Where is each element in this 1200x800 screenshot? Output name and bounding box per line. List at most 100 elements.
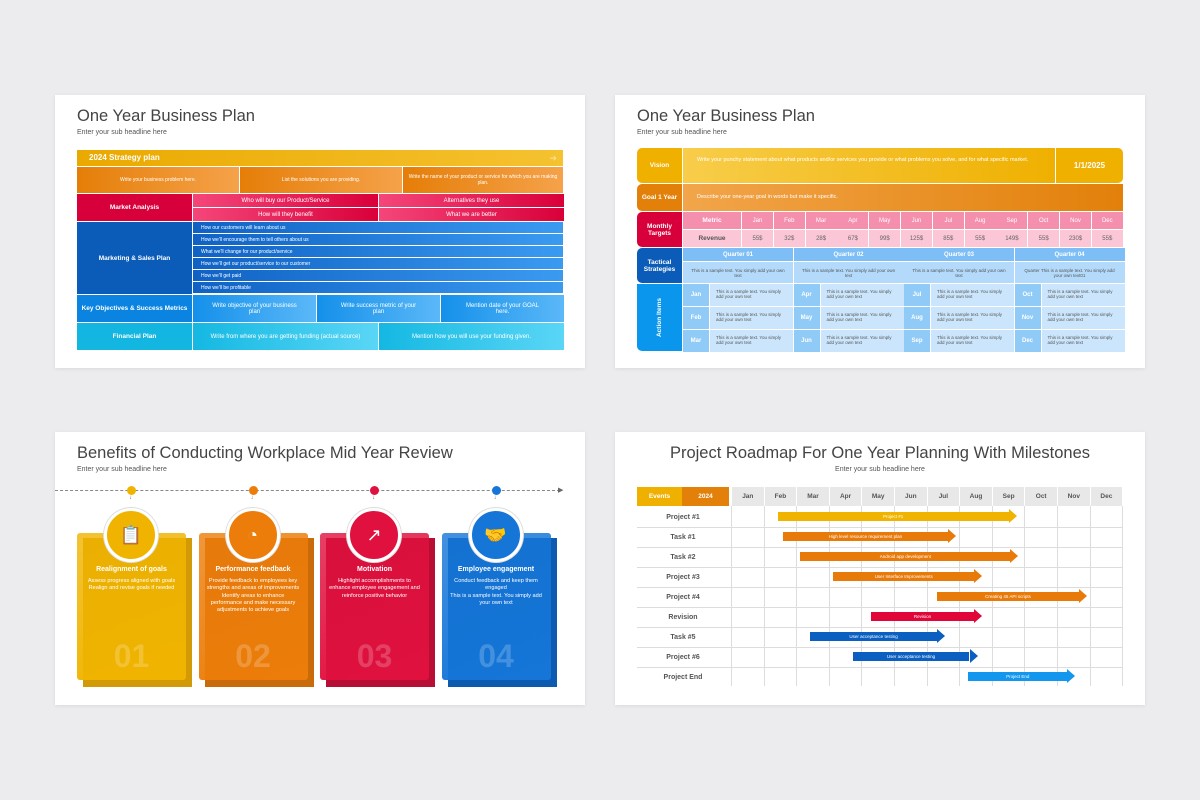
- revenue-label: Revenue: [683, 230, 741, 247]
- row-label: Project #6: [666, 653, 700, 661]
- timeline-dot: [491, 486, 501, 495]
- action-text: This is a sample text. You simply add yo…: [931, 307, 1014, 329]
- month-header: Dec: [1090, 487, 1124, 506]
- revenue-value: 55$: [742, 230, 773, 247]
- action-text: This is a sample text. You simply add yo…: [820, 284, 904, 306]
- action-text: This is a sample text. You simply add yo…: [710, 330, 793, 352]
- bar-arrowhead-icon: [974, 609, 983, 623]
- action-text: This is a sample text. You simply add yo…: [1041, 284, 1125, 306]
- problem-cell: Write your business problem here.: [77, 167, 239, 193]
- grid-column: [797, 506, 830, 686]
- action-text: This is a sample text. You simply add yo…: [710, 307, 793, 329]
- action-month: Dec: [1014, 330, 1041, 352]
- problem-cell: List the solutions you are providing.: [240, 167, 402, 193]
- grid-column: [895, 506, 928, 686]
- slide-subtitle: Enter your sub headline here: [77, 129, 167, 136]
- card-number: 01: [113, 638, 150, 674]
- quarter-text: This is a sample text. You simply add yo…: [683, 262, 793, 283]
- row-label: Revision: [668, 613, 698, 621]
- card-text: Conduct feedback and keep them engaged T…: [450, 578, 542, 606]
- gantt-bar[interactable]: Android app development: [800, 552, 1011, 561]
- marketing-item: What we'll change for our product/servic…: [193, 246, 563, 257]
- action-month: Nov: [1014, 307, 1041, 329]
- action-month: Aug: [904, 307, 930, 329]
- action-month: Jan: [683, 284, 709, 306]
- market-cell: What we are better: [379, 208, 564, 221]
- action-month: Feb: [683, 307, 709, 329]
- row-label: Task #1: [670, 533, 696, 541]
- month-header: Oct: [1025, 487, 1058, 506]
- revenue-value: 149$: [996, 230, 1028, 247]
- slide-project-roadmap[interactable]: Project Roadmap For One Year Planning Wi…: [615, 432, 1145, 705]
- market-cell: Who will buy our Product/Service: [193, 194, 378, 207]
- gantt-bar[interactable]: User Interface Improvements: [833, 572, 975, 581]
- gantt-bar[interactable]: Project End: [968, 672, 1068, 681]
- benefit-card[interactable]: Motivation Highlight accomplishments to e…: [320, 533, 429, 680]
- row-divider: [637, 627, 1123, 628]
- month-header: Nov: [1058, 487, 1091, 506]
- market-cell: Alternatives they use: [379, 194, 564, 207]
- action-items-text: Action Items: [655, 297, 663, 338]
- grid-column: [862, 506, 895, 686]
- month-header: Aug: [960, 487, 993, 506]
- gantt-bar[interactable]: Project #1: [777, 512, 1009, 521]
- slide-business-plan-2[interactable]: One Year Business Plan Enter your sub he…: [615, 95, 1145, 368]
- slide-business-plan-1[interactable]: One Year Business Plan Enter your sub he…: [55, 95, 585, 368]
- row-divider: [637, 667, 1123, 668]
- row-label: Project #3: [666, 573, 700, 581]
- gantt-bar[interactable]: User acceptance testing: [810, 632, 937, 641]
- action-month: Sep: [904, 330, 930, 352]
- action-text: This is a sample text. You simply add yo…: [1041, 307, 1125, 329]
- vision-date: 1/1/2025: [1056, 148, 1123, 183]
- slide-title: One Year Business Plan: [77, 107, 255, 125]
- financial-label: Financial Plan: [77, 323, 192, 350]
- month-header: Mar: [797, 487, 830, 506]
- row-label: Project #1: [666, 513, 700, 521]
- month-header: Nov: [1060, 212, 1091, 229]
- revenue-value: 55$: [1028, 230, 1060, 247]
- benefit-card[interactable]: Performance feedback Provide feedback to …: [198, 533, 308, 680]
- strategy-banner: 2024 Strategy plan ➜: [77, 150, 563, 166]
- month-header: Jan: [742, 212, 773, 229]
- speedometer-person-icon: ◔: [225, 508, 280, 562]
- row-divider: [637, 527, 1123, 528]
- card-number: 04: [478, 638, 514, 674]
- gantt-bar[interactable]: Creating 45 API scripts: [937, 592, 1079, 601]
- bar-arrowhead-icon: [974, 569, 983, 583]
- action-month: May: [793, 307, 820, 329]
- grid-column: [830, 506, 863, 686]
- card-number: 02: [235, 638, 271, 674]
- card-text: Highlight accomplishments to enhance emp…: [329, 578, 420, 599]
- marketing-item: How we'll encourage them to tell others …: [193, 234, 563, 245]
- month-header: Jul: [927, 487, 961, 506]
- events-header: Events: [637, 487, 682, 506]
- slide-mid-year-review[interactable]: Benefits of Conducting Workplace Mid Yea…: [55, 432, 585, 705]
- benefit-card[interactable]: Employee engagement Conduct feedback and …: [441, 533, 551, 680]
- row-divider: [637, 587, 1123, 588]
- bar-arrowhead-icon: [1078, 589, 1087, 603]
- month-header: Oct: [1028, 212, 1060, 229]
- action-text: This is a sample text. You simply add yo…: [820, 307, 904, 329]
- marketing-item: How we'll get paid: [193, 270, 563, 281]
- month-header: Apr: [829, 487, 863, 506]
- action-text: This is a sample text. You simply add yo…: [1041, 330, 1125, 352]
- quarter-header: Quarter 03: [904, 248, 1014, 261]
- gantt-bar[interactable]: High level resource requirement plan: [782, 532, 949, 541]
- goal-text: Describe your one-year goal in words but…: [683, 184, 1123, 211]
- month-header: May: [869, 212, 901, 229]
- quarter-text: This is a sample text. You simply add yo…: [793, 262, 904, 283]
- market-cell: How will they benefit: [193, 208, 378, 221]
- month-header: Sep: [996, 212, 1028, 229]
- revenue-value: 99$: [869, 230, 901, 247]
- card-text: Provide feedback to employees key streng…: [206, 578, 300, 614]
- timeline-arrow: ↓: [250, 495, 254, 501]
- month-header: Feb: [773, 212, 805, 229]
- timeline-dot: [370, 486, 379, 495]
- card-text: Assess progress aligned with goals Reali…: [87, 578, 176, 592]
- quarter-header: Quarter 01: [683, 248, 793, 261]
- gantt-bar[interactable]: Revision: [870, 612, 975, 621]
- strategy-label: 2024 Strategy plan: [89, 153, 160, 162]
- financial-cell: Mention how you will use your funding gi…: [379, 323, 564, 350]
- gantt-bar[interactable]: User acceptance testing: [852, 652, 970, 661]
- grid-column: [1058, 506, 1091, 686]
